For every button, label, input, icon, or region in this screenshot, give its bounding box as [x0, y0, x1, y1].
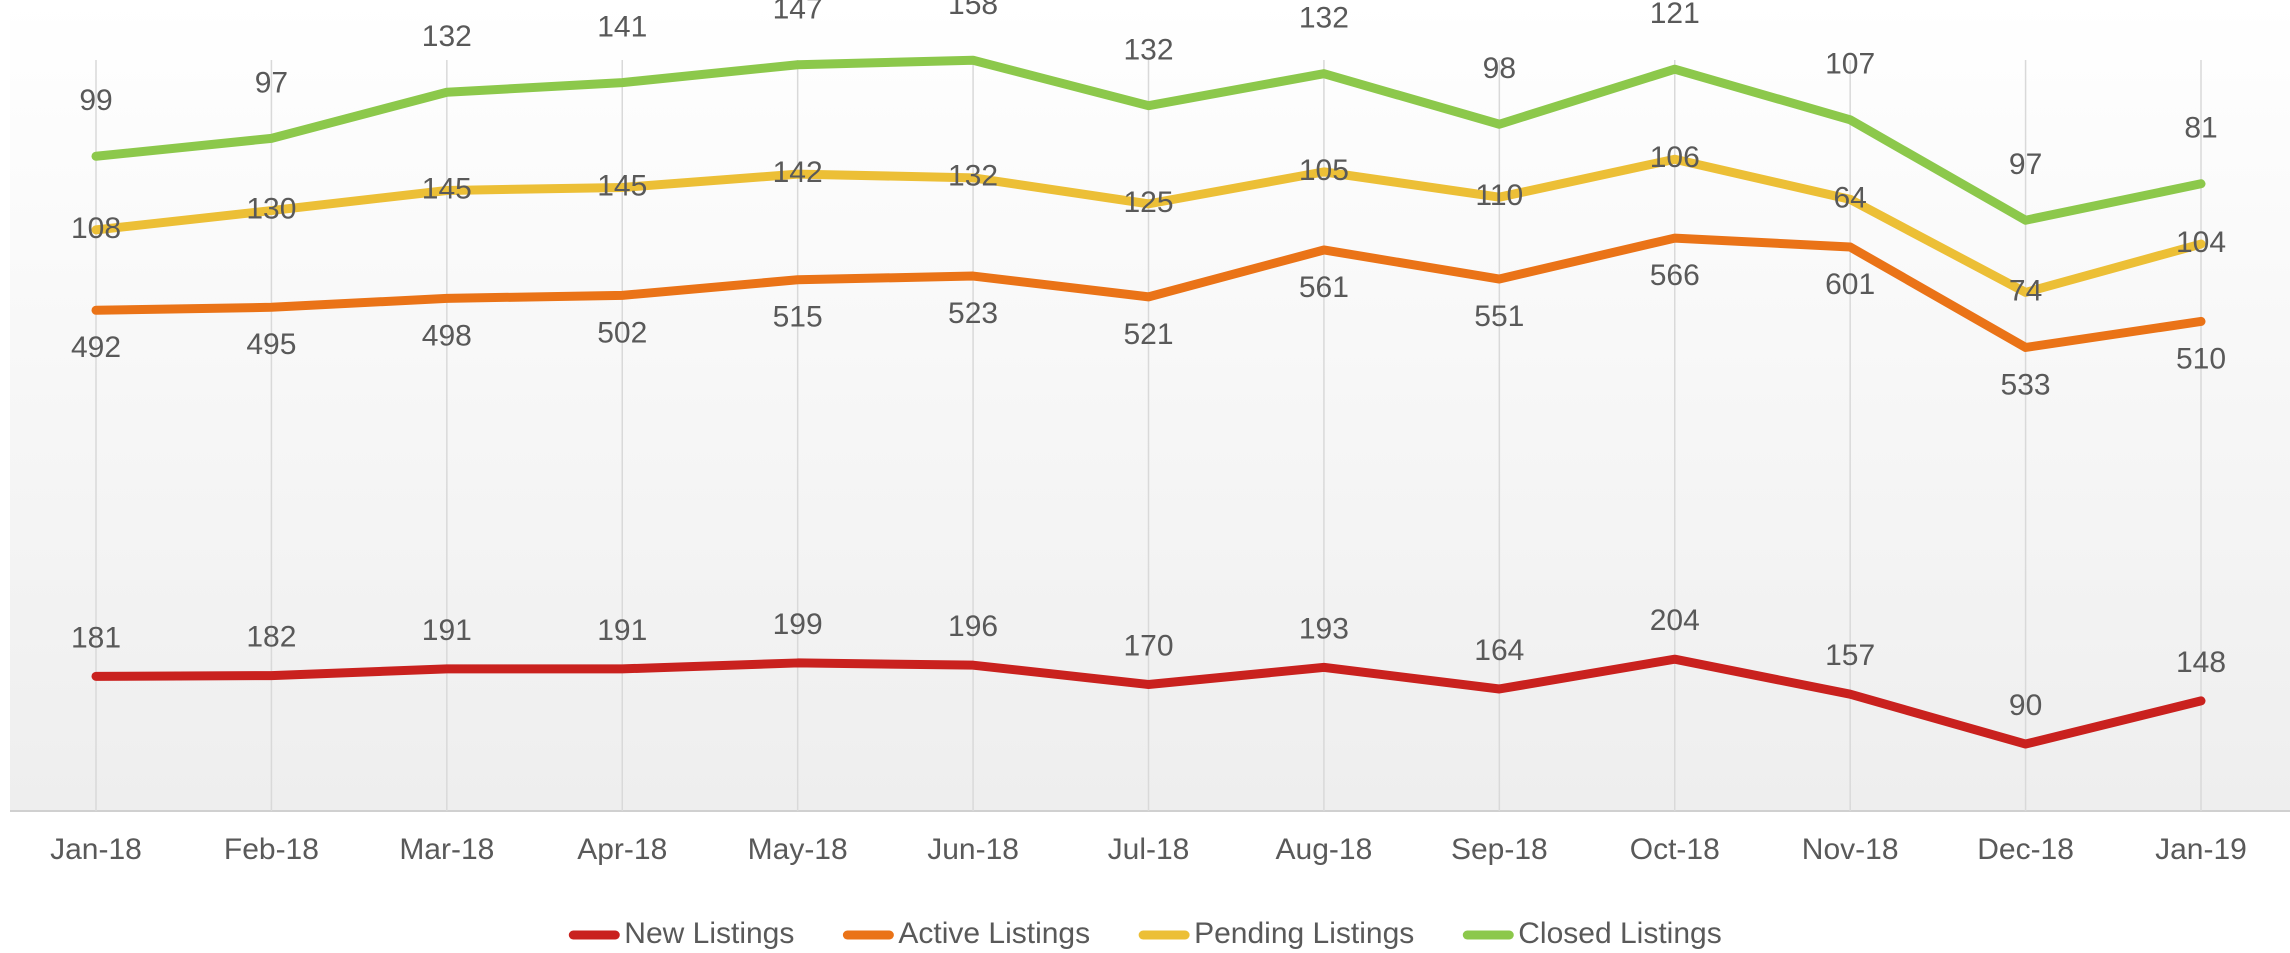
data-label: 125 [1123, 186, 1173, 219]
data-label: 181 [71, 621, 121, 654]
data-label: 105 [1299, 154, 1349, 187]
x-tick-label: Feb-18 [224, 833, 319, 866]
data-label: 515 [773, 301, 823, 334]
data-label: 170 [1123, 629, 1173, 662]
plot-background [10, 0, 2290, 811]
x-tick-label: Dec-18 [1977, 833, 2074, 866]
data-label: 132 [1299, 2, 1349, 35]
data-label: 193 [1299, 612, 1349, 645]
data-label: 107 [1825, 48, 1875, 81]
data-label: 510 [2176, 342, 2226, 375]
data-label: 104 [2176, 226, 2226, 259]
data-label: 130 [246, 192, 296, 225]
data-label: 145 [422, 172, 472, 205]
data-label: 97 [255, 66, 288, 99]
data-label: 533 [2001, 368, 2051, 401]
data-label: 106 [1650, 141, 1700, 174]
data-label: 99 [79, 84, 112, 117]
data-label: 551 [1474, 300, 1524, 333]
data-label: 74 [2009, 274, 2042, 307]
legend-label: Closed Listings [1518, 917, 1721, 950]
data-label: 132 [948, 160, 998, 193]
data-label: 142 [773, 156, 823, 189]
data-label: 121 [1650, 0, 1700, 30]
data-label: 495 [246, 328, 296, 361]
data-label: 158 [948, 0, 998, 21]
data-label: 110 [1475, 179, 1523, 212]
x-tick-label: Aug-18 [1276, 833, 1373, 866]
data-label: 132 [422, 20, 472, 53]
data-label: 164 [1474, 634, 1524, 667]
data-label: 132 [1123, 34, 1173, 67]
x-tick-label: Jul-18 [1108, 833, 1190, 866]
data-label: 97 [2009, 148, 2042, 181]
x-tick-label: Jan-19 [2155, 833, 2247, 866]
data-label: 492 [71, 331, 121, 364]
data-label: 601 [1825, 268, 1875, 301]
x-tick-label: May-18 [748, 833, 848, 866]
data-label: 196 [948, 610, 998, 643]
data-label: 141 [597, 11, 647, 44]
data-label: 204 [1650, 604, 1700, 637]
data-label: 502 [597, 316, 647, 349]
series-line [91, 233, 2206, 352]
x-tick-label: Jan-18 [50, 833, 142, 866]
x-tick-label: Sep-18 [1451, 833, 1548, 866]
data-label: 182 [246, 621, 296, 654]
x-tick-label: Jun-18 [927, 833, 1019, 866]
data-label: 199 [773, 608, 823, 641]
data-label: 498 [422, 319, 472, 352]
data-label: 145 [597, 169, 647, 202]
series-line [91, 654, 2206, 749]
x-tick-label: Mar-18 [399, 833, 494, 866]
data-label: 191 [597, 614, 647, 647]
data-label: 108 [71, 212, 121, 245]
data-label: 523 [948, 297, 998, 330]
x-tick-label: Oct-18 [1630, 833, 1720, 866]
data-label: 191 [422, 614, 472, 647]
series-line [91, 154, 2206, 297]
data-label: 147 [773, 0, 823, 26]
data-label: 566 [1650, 259, 1700, 292]
legend-label: Pending Listings [1194, 917, 1414, 950]
data-label: 561 [1299, 271, 1349, 304]
x-tick-label: Nov-18 [1802, 833, 1899, 866]
data-label: 98 [1483, 52, 1516, 85]
data-label: 148 [2176, 646, 2226, 679]
x-tick-label: Apr-18 [577, 833, 667, 866]
data-label: 81 [2184, 112, 2217, 145]
data-label: 521 [1123, 318, 1173, 351]
legend-label: Active Listings [898, 917, 1090, 950]
data-label: 157 [1825, 639, 1875, 672]
series-line [91, 55, 2206, 225]
legend-label: New Listings [624, 917, 794, 950]
data-label: 90 [2009, 689, 2042, 722]
data-label: 64 [1833, 181, 1866, 214]
